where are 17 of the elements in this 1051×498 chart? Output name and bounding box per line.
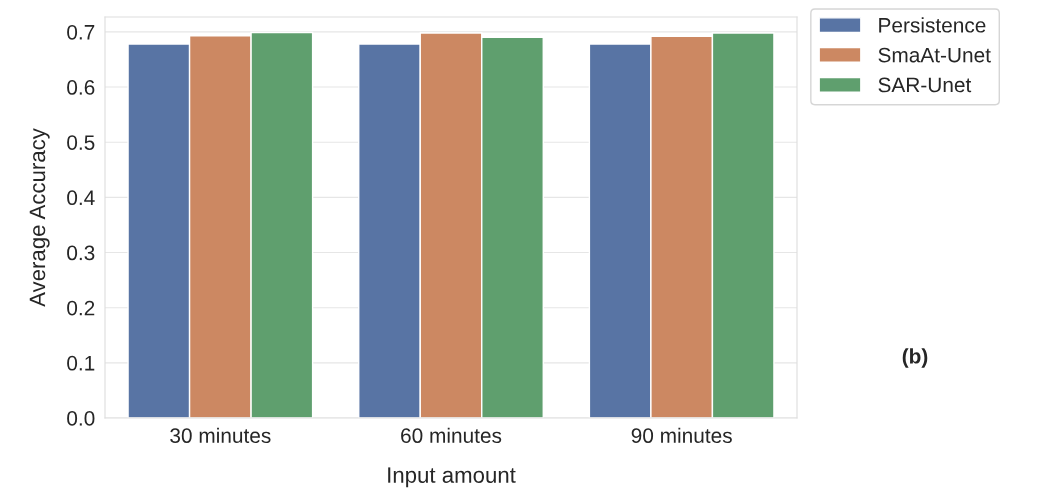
legend-label: SmaAt-Unet	[878, 47, 991, 63]
y-tick-label: 0.1	[67, 355, 95, 371]
y-tick-label: 0.5	[67, 135, 95, 150]
legend-label: SAR-Unet	[878, 77, 972, 93]
y-tick-label: 0.6	[67, 80, 95, 95]
y-tick-label: 0.2	[67, 300, 95, 316]
y-tick-label: 0.7	[67, 24, 95, 40]
y-tick-label: 0.0	[67, 411, 95, 426]
y-tick-label: 0.4	[67, 190, 95, 206]
x-tick-label: 60 minutes	[401, 427, 502, 444]
y-axis-title: Average Accuracy	[29, 128, 50, 307]
x-tick-label: 90 minutes	[631, 427, 732, 444]
legend-label: Persistence	[879, 17, 986, 33]
y-tick-label: 0.3	[67, 245, 95, 261]
x-axis-title: Input amount	[388, 467, 516, 488]
text: (b)	[902, 348, 928, 368]
x-tick-label: 30 minutes	[170, 427, 271, 444]
